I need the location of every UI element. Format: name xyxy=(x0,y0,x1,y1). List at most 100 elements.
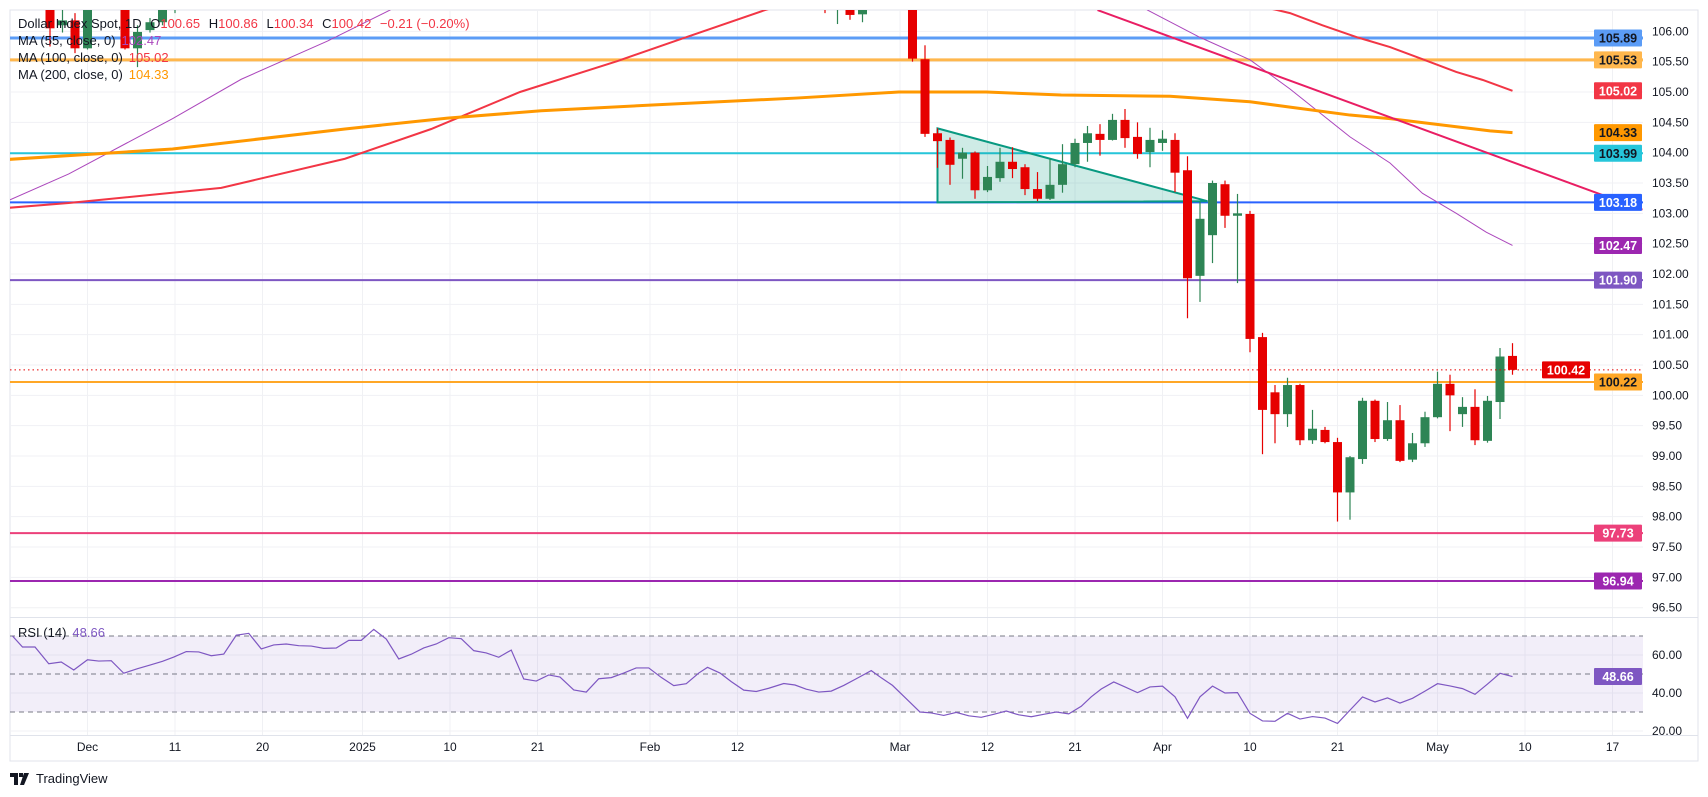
candle[interactable] xyxy=(908,0,917,62)
ma-label: MA (100, close, 0) xyxy=(18,50,123,65)
candle[interactable] xyxy=(108,0,117,7)
candle[interactable] xyxy=(1483,395,1492,443)
candle[interactable] xyxy=(1420,411,1430,447)
candle[interactable] xyxy=(1220,180,1230,228)
candle[interactable] xyxy=(1233,193,1242,284)
candle[interactable] xyxy=(1208,180,1217,264)
candle-body xyxy=(158,10,167,23)
candle-body xyxy=(1420,417,1430,444)
candle[interactable] xyxy=(1395,405,1405,463)
price-tag-background xyxy=(1542,361,1590,379)
candle[interactable] xyxy=(1070,138,1080,168)
candle-body xyxy=(1133,136,1142,154)
rsi-line[interactable] xyxy=(12,628,1513,725)
candle[interactable] xyxy=(970,151,980,199)
candle[interactable] xyxy=(1470,389,1480,446)
candle[interactable] xyxy=(70,13,80,54)
candle[interactable] xyxy=(1433,371,1442,419)
candle[interactable] xyxy=(1108,113,1117,141)
ma100-legend-row[interactable]: MA (100, close, 0) 105.02 xyxy=(18,49,470,66)
symbol-name[interactable]: Dollar Index Spot xyxy=(18,16,118,31)
interval[interactable]: 1D xyxy=(124,16,142,31)
candle[interactable] xyxy=(1508,343,1517,375)
candle[interactable] xyxy=(1008,147,1017,179)
candle[interactable] xyxy=(858,1,867,23)
candle[interactable] xyxy=(1183,156,1192,319)
candle[interactable] xyxy=(1083,125,1092,162)
moving-average-line-ma100[interactable] xyxy=(0,0,1513,209)
symbol-legend-row[interactable]: Dollar Index Spot, 1D O100.65 H100.86 L1… xyxy=(18,15,470,32)
candle[interactable] xyxy=(1045,158,1055,200)
candle-body xyxy=(1145,139,1155,153)
candle-body xyxy=(1470,406,1480,441)
candle[interactable] xyxy=(1295,383,1305,446)
ma200-legend-row[interactable]: MA (200, close, 0) 104.33 xyxy=(18,66,470,83)
price-tick-label: 103.50 xyxy=(1652,176,1689,190)
candle[interactable] xyxy=(1445,374,1455,432)
candle[interactable] xyxy=(1270,385,1280,444)
candle[interactable] xyxy=(158,0,167,26)
candle[interactable] xyxy=(96,0,105,7)
tradingview-brand[interactable]: TradingView xyxy=(10,771,108,786)
rsi-pane[interactable] xyxy=(10,628,1643,725)
price-tick-label: 97.50 xyxy=(1652,540,1682,554)
candle[interactable] xyxy=(1358,397,1367,464)
price-axis[interactable]: 106.00 105.50 105.00 104.50 104.00 103.50 103.… xyxy=(1652,24,1689,738)
candle[interactable] xyxy=(833,0,842,25)
close-label: C xyxy=(322,16,332,31)
candle[interactable] xyxy=(1383,402,1392,441)
trendline[interactable] xyxy=(1097,10,1643,211)
candle[interactable] xyxy=(1320,426,1330,444)
brand-name: TradingView xyxy=(36,771,108,786)
price-tick-label: 102.50 xyxy=(1652,237,1689,251)
candle[interactable] xyxy=(1170,133,1180,193)
candle[interactable] xyxy=(1120,108,1130,148)
candle[interactable] xyxy=(1458,397,1467,427)
price-tick-label: 106.00 xyxy=(1652,24,1689,38)
candle-body xyxy=(1270,392,1280,415)
candle[interactable] xyxy=(958,147,967,179)
candle[interactable] xyxy=(1333,437,1342,522)
candle[interactable] xyxy=(871,0,880,7)
change-value: −0.21 (−0.20%) xyxy=(379,16,470,31)
candle[interactable] xyxy=(1033,172,1042,202)
candle[interactable] xyxy=(1158,130,1167,151)
rsi-legend[interactable]: RSI (14) 48.66 xyxy=(18,624,105,641)
candle[interactable] xyxy=(1058,144,1067,193)
candle[interactable] xyxy=(1095,124,1105,156)
candle[interactable] xyxy=(995,147,1005,182)
time-tick-label: Apr xyxy=(1153,740,1172,754)
candle[interactable] xyxy=(945,137,955,185)
candle[interactable] xyxy=(83,0,92,50)
candle[interactable] xyxy=(920,45,930,137)
candle[interactable] xyxy=(1283,377,1292,427)
candle[interactable] xyxy=(1258,332,1267,455)
moving-average-line-ma55[interactable] xyxy=(0,0,1513,246)
candle[interactable] xyxy=(1133,122,1142,159)
candle[interactable] xyxy=(1495,348,1505,420)
candle[interactable] xyxy=(1370,399,1380,443)
candle[interactable] xyxy=(120,0,130,50)
candle[interactable] xyxy=(1195,201,1205,302)
candle[interactable] xyxy=(983,166,992,193)
candle[interactable] xyxy=(45,0,55,47)
candle-body xyxy=(1445,383,1455,396)
candle[interactable] xyxy=(58,7,67,33)
candle[interactable] xyxy=(145,17,155,33)
candle[interactable] xyxy=(1408,432,1417,463)
main-pane[interactable] xyxy=(0,0,1643,582)
candle[interactable] xyxy=(133,25,142,68)
candle[interactable] xyxy=(1308,409,1317,444)
candle-body xyxy=(1345,457,1355,493)
candle[interactable] xyxy=(1145,127,1155,168)
candle[interactable] xyxy=(1020,164,1030,196)
time-axis[interactable]: Dec 11 20 2025 10 21 Feb 12 Mar 12 21 Apr 10 21 May 10 1… xyxy=(10,735,1698,755)
candle[interactable] xyxy=(933,128,942,168)
ma55-legend-row[interactable]: MA (55, close, 0) 102.47 xyxy=(18,32,470,49)
candle-body xyxy=(933,133,942,142)
candle-body xyxy=(96,0,105,1)
candle[interactable] xyxy=(1245,210,1255,353)
candle[interactable] xyxy=(845,1,855,20)
candle[interactable] xyxy=(1345,456,1355,520)
